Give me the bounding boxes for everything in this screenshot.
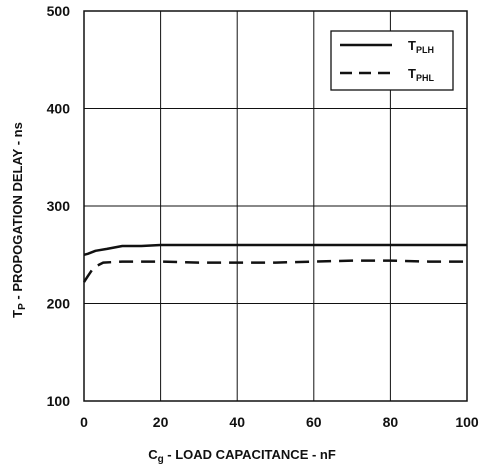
series-line-phl	[82, 259, 467, 283]
x-tick-label: 20	[153, 414, 169, 430]
y-tick-label: 200	[47, 296, 71, 312]
x-tick-label: 100	[455, 414, 479, 430]
x-tick-label: 40	[229, 414, 245, 430]
x-tick-label: 0	[80, 414, 88, 430]
y-tick-label: 100	[47, 393, 71, 409]
y-tick-label: 400	[47, 101, 71, 117]
legend-label-tphl: TPHL	[408, 66, 434, 83]
y-tick-label: 300	[47, 198, 71, 214]
x-tick-label: 60	[306, 414, 322, 430]
x-axis-title: Cg - LOAD CAPACITANCE - nF	[148, 447, 336, 465]
series-line-plh	[83, 243, 467, 257]
plot-frame	[83, 10, 468, 402]
legend-label-tplh: TPLH	[408, 38, 434, 55]
y-tick-labels: 100 200 300 400 500	[47, 3, 71, 409]
x-tick-label: 80	[383, 414, 399, 430]
x-tick-labels: 0 20 40 60 80 100	[80, 414, 479, 430]
y-axis-title: TP - PROPOGATION DELAY - ns	[10, 122, 28, 318]
series-group	[82, 243, 467, 283]
legend: TPLH TPHL	[330, 30, 454, 91]
legend-box	[330, 30, 454, 91]
y-tick-label: 500	[47, 3, 71, 19]
